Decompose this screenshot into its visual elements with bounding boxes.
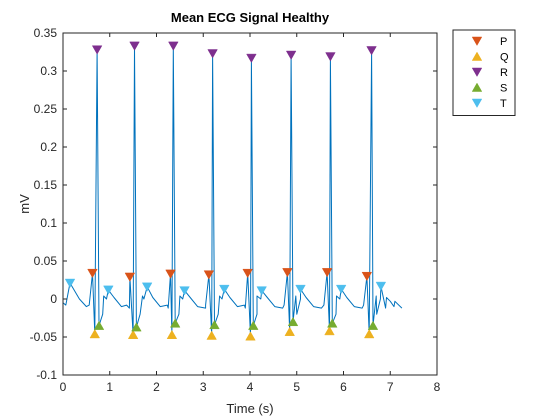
marker-s [287, 316, 299, 327]
marker-q [324, 326, 335, 336]
marker-s [248, 320, 259, 330]
series-q-markers [89, 326, 375, 341]
marker-p [282, 268, 293, 278]
marker-t [179, 286, 190, 296]
marker-t [256, 286, 267, 296]
legend-label-q: Q [500, 52, 509, 64]
marker-t [64, 278, 76, 288]
marker-p [124, 272, 136, 282]
legend-marker-q [471, 51, 483, 61]
y-tick-label: 0.2 [40, 140, 57, 154]
legend-marker-t [471, 98, 483, 108]
series-s-markers [93, 316, 379, 332]
marker-t [103, 285, 114, 295]
legend-box [452, 29, 516, 116]
marker-r [91, 45, 103, 55]
ecg-signal-line [62, 45, 403, 337]
marker-s [169, 318, 181, 328]
marker-s [327, 318, 338, 328]
y-tick-label: 0.25 [34, 102, 58, 116]
series-r-markers [91, 41, 377, 63]
x-tick-label: 6 [340, 380, 347, 394]
marker-p [165, 269, 176, 279]
marker-p [87, 268, 98, 279]
x-tick-label: 8 [434, 380, 441, 394]
marker-p [321, 268, 333, 278]
series-t-markers [64, 278, 387, 296]
marker-q [89, 329, 101, 339]
y-tick-label: 0.15 [34, 178, 58, 192]
y-axis-label: mV [17, 194, 32, 214]
legend-label-t: T [500, 98, 507, 110]
marker-s [93, 320, 105, 330]
x-tick-label: 1 [106, 380, 113, 394]
marker-r [129, 41, 140, 51]
y-tick-label: 0.1 [40, 216, 57, 230]
legend-marker-s [471, 82, 483, 92]
legend-label-p: P [500, 36, 507, 48]
legend-marker-p [471, 36, 483, 46]
legend-label-r: R [500, 67, 508, 79]
marker-t [375, 281, 387, 291]
x-tick-label: 5 [293, 380, 300, 394]
marker-p [361, 271, 373, 282]
marker-r [285, 50, 297, 60]
marker-r [168, 41, 179, 51]
marker-s [367, 320, 379, 330]
marker-t [141, 282, 153, 292]
axes: 0 1 2 3 4 5 6 7 8 -0.1 -0.05 0 0.05 0.1 0.15 0.2 0.25 0.3… [30, 26, 441, 394]
y-tick-label: 0 [50, 292, 57, 306]
y-tick-label: -0.05 [30, 330, 58, 344]
marker-q [206, 330, 217, 340]
marker-t [219, 284, 230, 295]
marker-s [131, 322, 142, 332]
marker-q [166, 329, 178, 339]
x-tick-label: 4 [247, 380, 254, 394]
legend-label-s: S [500, 83, 507, 95]
marker-r [246, 53, 257, 63]
marker-q [245, 331, 256, 341]
marker-q [284, 326, 295, 336]
y-tick-label: 0.05 [34, 254, 58, 268]
marker-t [295, 284, 306, 295]
marker-q [127, 329, 139, 339]
x-tick-label: 7 [387, 380, 394, 394]
marker-p [242, 268, 253, 279]
marker-q [363, 329, 375, 339]
plot-area [62, 41, 403, 341]
y-tick-label: 0.3 [40, 64, 57, 78]
legend-marker-r [471, 67, 483, 77]
x-tick-label: 2 [153, 380, 160, 394]
x-axis-label: Time (s) [226, 401, 273, 416]
x-tick-label: 3 [200, 380, 207, 394]
x-tick-label: 0 [60, 380, 67, 394]
chart-title: Mean ECG Signal Healthy [171, 10, 330, 25]
series-p-markers [87, 268, 373, 282]
y-tick-label: 0.35 [34, 26, 58, 40]
marker-r [325, 52, 336, 62]
marker-t [335, 284, 347, 295]
marker-s [209, 319, 220, 330]
marker-p [203, 270, 215, 280]
y-tick-label: -0.1 [36, 368, 57, 382]
marker-r [366, 46, 377, 56]
marker-r [207, 49, 218, 59]
